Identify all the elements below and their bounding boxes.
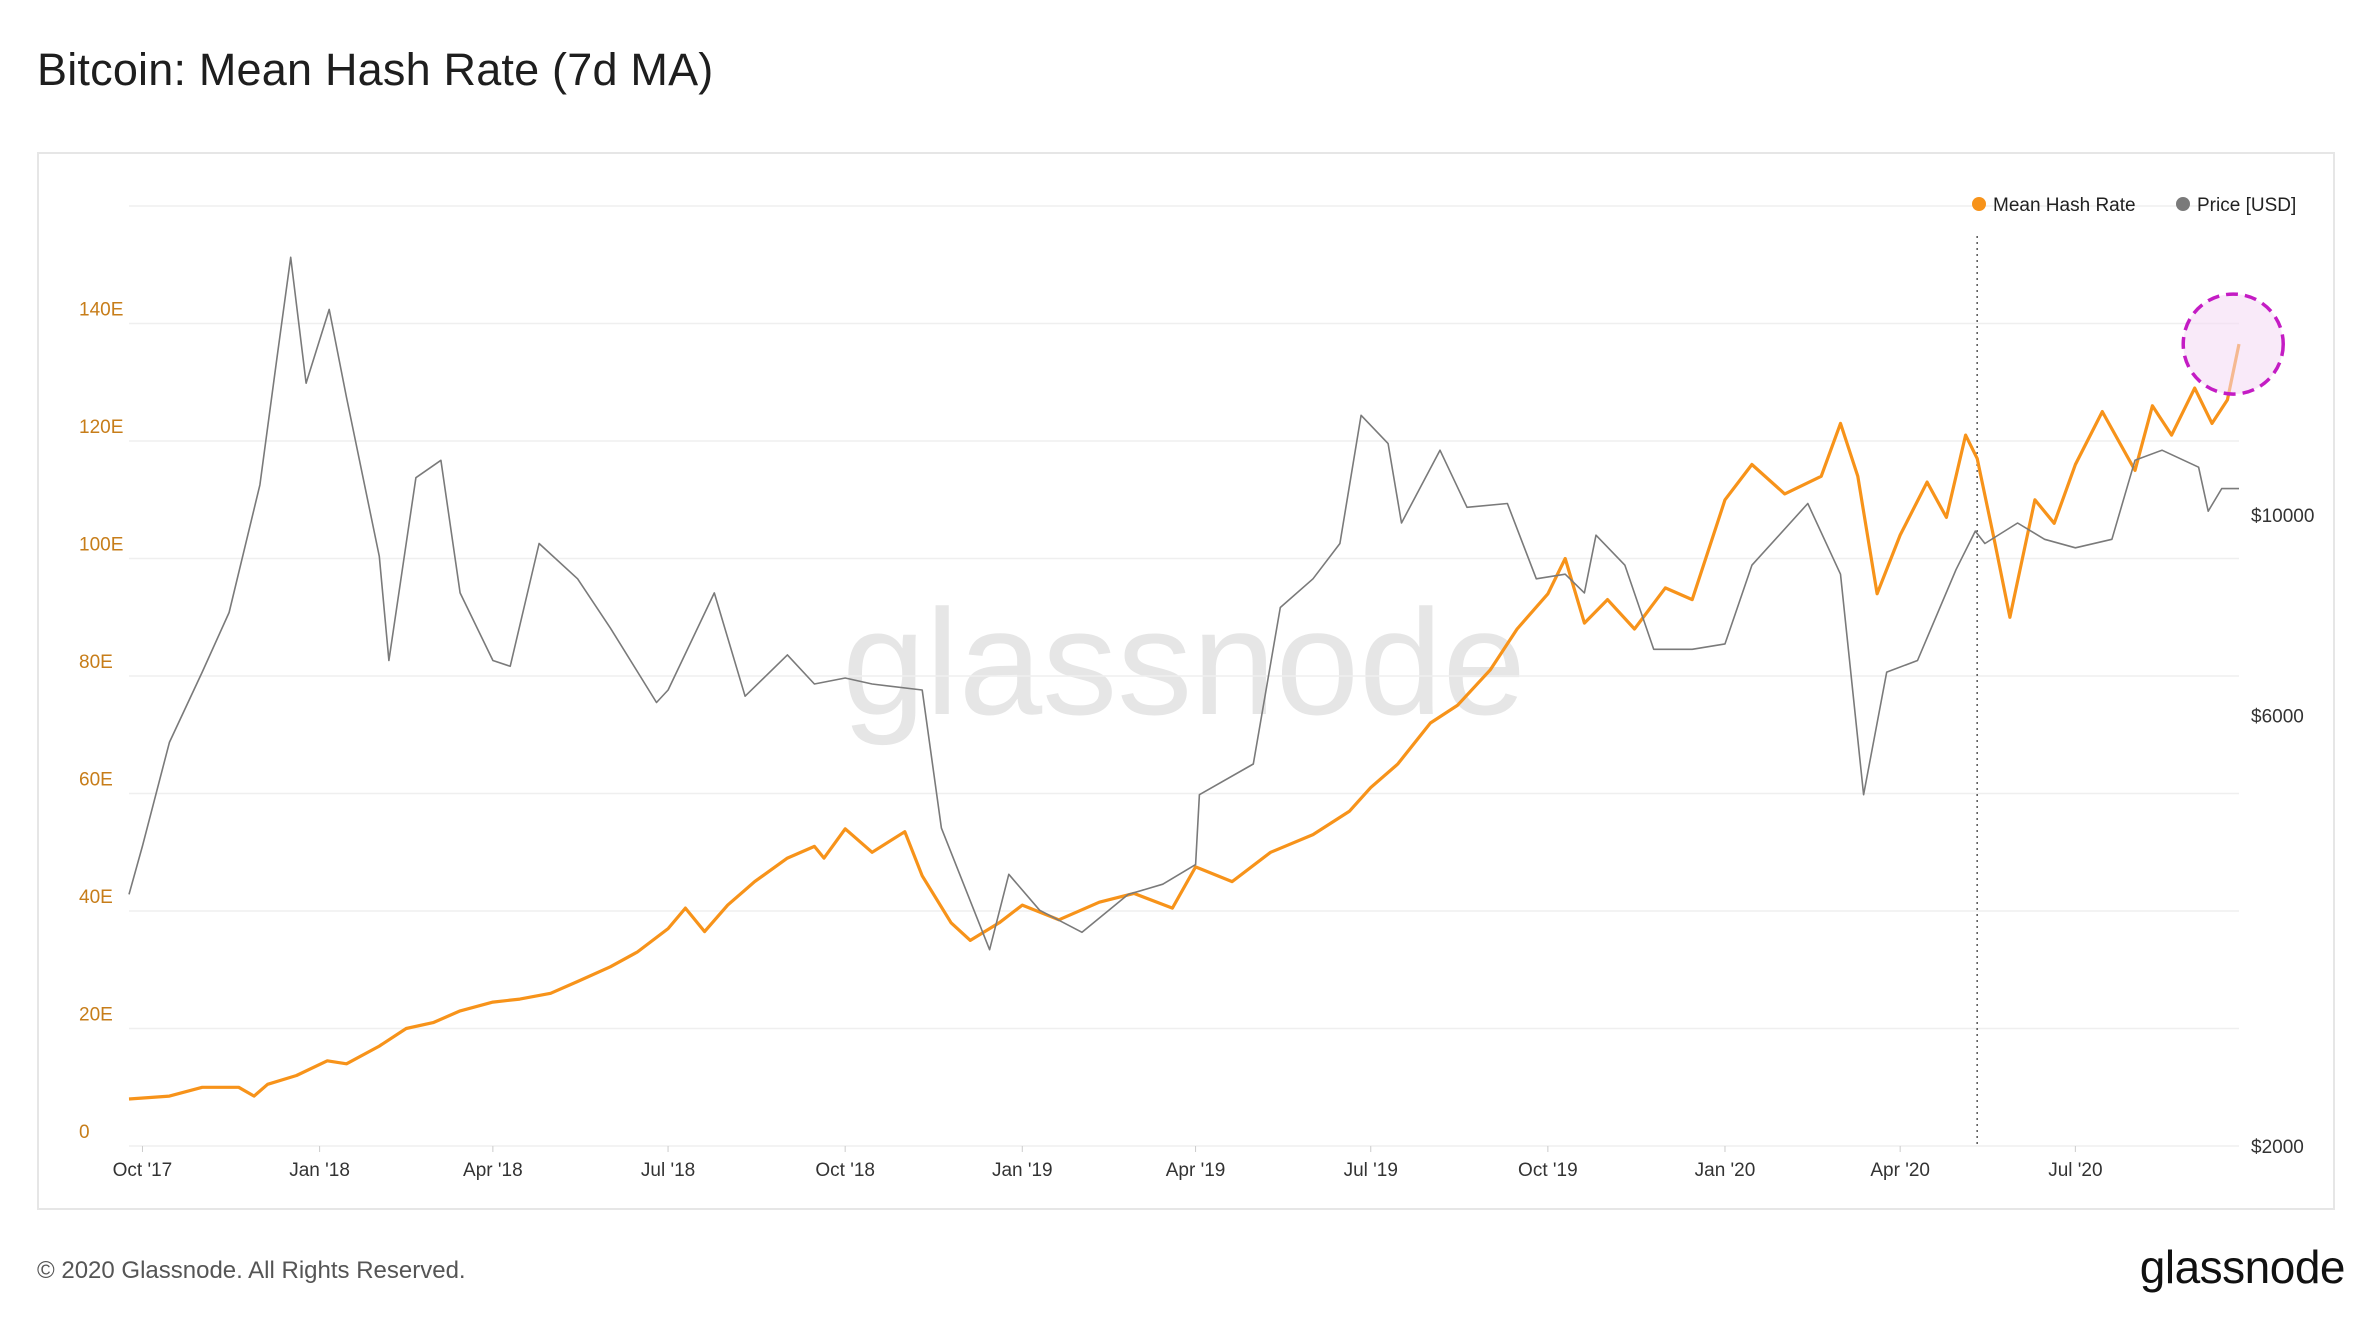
x-tick-label: Jan '19 (992, 1160, 1053, 1181)
hash-rate-chart[interactable]: glassnode 0 20E 40E 60E 80E 100E 120E 140E $2000 $… (39, 154, 2333, 1208)
x-tick-label: Jul '19 (1344, 1160, 1398, 1181)
x-tick-label: Jan '20 (1695, 1160, 1756, 1181)
chart-panel: glassnode 0 20E 40E 60E 80E 100E 120E 140E $2000 $… (37, 152, 2335, 1210)
highlight-circle (2181, 292, 2285, 396)
chart-legend: Mean Hash Rate Price [USD] (1972, 195, 2296, 216)
x-tick-label: Apr '20 (1870, 1160, 1930, 1181)
hash-rate-line (128, 343, 2241, 1101)
legend-label: Price [USD] (2197, 195, 2296, 216)
watermark: glassnode (842, 578, 1526, 746)
glassnode-logo[interactable]: glassnode (2139, 1241, 2346, 1293)
chart-title: Bitcoin: Mean Hash Rate (7d MA) (37, 44, 714, 95)
copyright-text: © 2020 Glassnode. All Rights Reserved. (37, 1257, 466, 1284)
y-left-tick-label: 20E (79, 1005, 113, 1026)
x-tick-label: Jul '20 (2048, 1160, 2102, 1181)
y-right-tick-label: $10000 (2251, 506, 2314, 527)
x-tick-label: Apr '18 (463, 1160, 523, 1181)
y-left-tick-label: 60E (79, 770, 113, 791)
x-tick-label: Oct '17 (113, 1160, 173, 1181)
y-left-tick-label: 40E (79, 887, 113, 908)
y-left-tick-label: 80E (79, 652, 113, 673)
y-left-tick-label: 140E (79, 300, 123, 321)
y-right-tick-label: $6000 (2251, 706, 2304, 727)
y-left-tick-label: 0 (79, 1122, 90, 1143)
legend-marker (2176, 197, 2190, 211)
x-tick-label: Oct '19 (1518, 1160, 1578, 1181)
y-left-tick-label: 120E (79, 417, 123, 438)
legend-label: Mean Hash Rate (1993, 195, 2136, 216)
price-line (128, 256, 2239, 951)
x-tick-label: Jul '18 (641, 1160, 695, 1181)
y-left-tick-label: 100E (79, 535, 123, 556)
x-tick-label: Oct '18 (815, 1160, 875, 1181)
y-right-tick-label: $2000 (2251, 1137, 2304, 1158)
price-line-group (128, 256, 2240, 951)
x-tick-label: Apr '19 (1166, 1160, 1226, 1181)
hash-rate-line-group (128, 343, 2241, 1101)
x-tick-label: Jan '18 (289, 1160, 350, 1181)
legend-marker (1972, 197, 1986, 211)
